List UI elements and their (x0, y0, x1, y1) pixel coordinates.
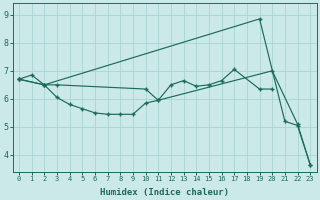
X-axis label: Humidex (Indice chaleur): Humidex (Indice chaleur) (100, 188, 229, 197)
